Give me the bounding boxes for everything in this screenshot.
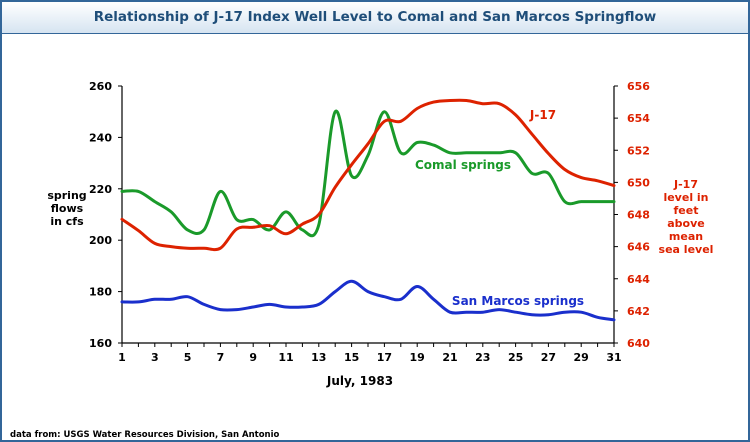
- san-marcos-springs-annotation: San Marcos springs: [452, 294, 584, 308]
- x-tick-label: 7: [217, 351, 225, 364]
- y-left-tick-label: 220: [89, 183, 112, 196]
- y-right-label-line: above: [667, 217, 705, 230]
- x-tick-label: 1: [118, 351, 126, 364]
- source-note: data from: USGS Water Resources Division…: [10, 430, 280, 440]
- y-left-label-line: flows: [51, 202, 84, 215]
- x-tick-label: 27: [541, 351, 556, 364]
- x-tick-label: 23: [475, 351, 490, 364]
- y-right-tick-label: 650: [627, 176, 650, 189]
- x-tick-label: 17: [377, 351, 392, 364]
- y-left-tick-label: 260: [89, 80, 112, 93]
- x-tick-label: 3: [151, 351, 159, 364]
- y-left-tick-label: 240: [89, 131, 112, 144]
- comal-springs-annotation: Comal springs: [415, 158, 511, 172]
- y-right-label-line: sea level: [659, 243, 714, 256]
- y-right-tick-label: 642: [627, 305, 650, 318]
- y-left-tick-label: 200: [89, 234, 112, 247]
- x-tick-label: 31: [606, 351, 621, 364]
- x-tick-label: 29: [574, 351, 589, 364]
- x-tick-label: 25: [508, 351, 523, 364]
- j17-line: [120, 98, 616, 252]
- x-tick-label: 19: [410, 351, 425, 364]
- y-right-tick-label: 652: [627, 144, 650, 157]
- chart-title: Relationship of J-17 Index Well Level to…: [93, 9, 657, 25]
- x-tick-label: 15: [344, 351, 359, 364]
- y-right-label-line: feet: [674, 204, 699, 217]
- title-bar: Relationship of J-17 Index Well Level to…: [2, 2, 748, 34]
- x-tick-label: 21: [442, 351, 457, 364]
- y-right-tick-label: 646: [627, 241, 650, 254]
- y-right-label-line: J-17: [673, 178, 698, 191]
- y-left-label-line: spring: [47, 189, 86, 202]
- y-right-label-line: mean: [669, 230, 703, 243]
- y-right-label-line: level in: [663, 191, 708, 204]
- y-right-tick-label: 648: [627, 209, 650, 222]
- j17-annotation: J-17: [529, 108, 556, 122]
- comal-springs-line: [120, 109, 616, 238]
- y-left-label-line: in cfs: [50, 215, 84, 228]
- y-left-tick-label: 160: [89, 337, 112, 350]
- x-tick-label: 11: [278, 351, 293, 364]
- san-marcos-springs-line: [120, 279, 616, 322]
- x-tick-label: 9: [249, 351, 257, 364]
- x-axis-label: July, 1983: [326, 374, 393, 388]
- x-tick-label: 13: [311, 351, 326, 364]
- y-right-tick-label: 640: [627, 337, 650, 350]
- y-left-tick-label: 180: [89, 286, 112, 299]
- y-right-tick-label: 644: [627, 273, 650, 286]
- y-right-tick-label: 656: [627, 80, 650, 93]
- x-tick-label: 5: [184, 351, 192, 364]
- y-right-tick-label: 654: [627, 112, 650, 125]
